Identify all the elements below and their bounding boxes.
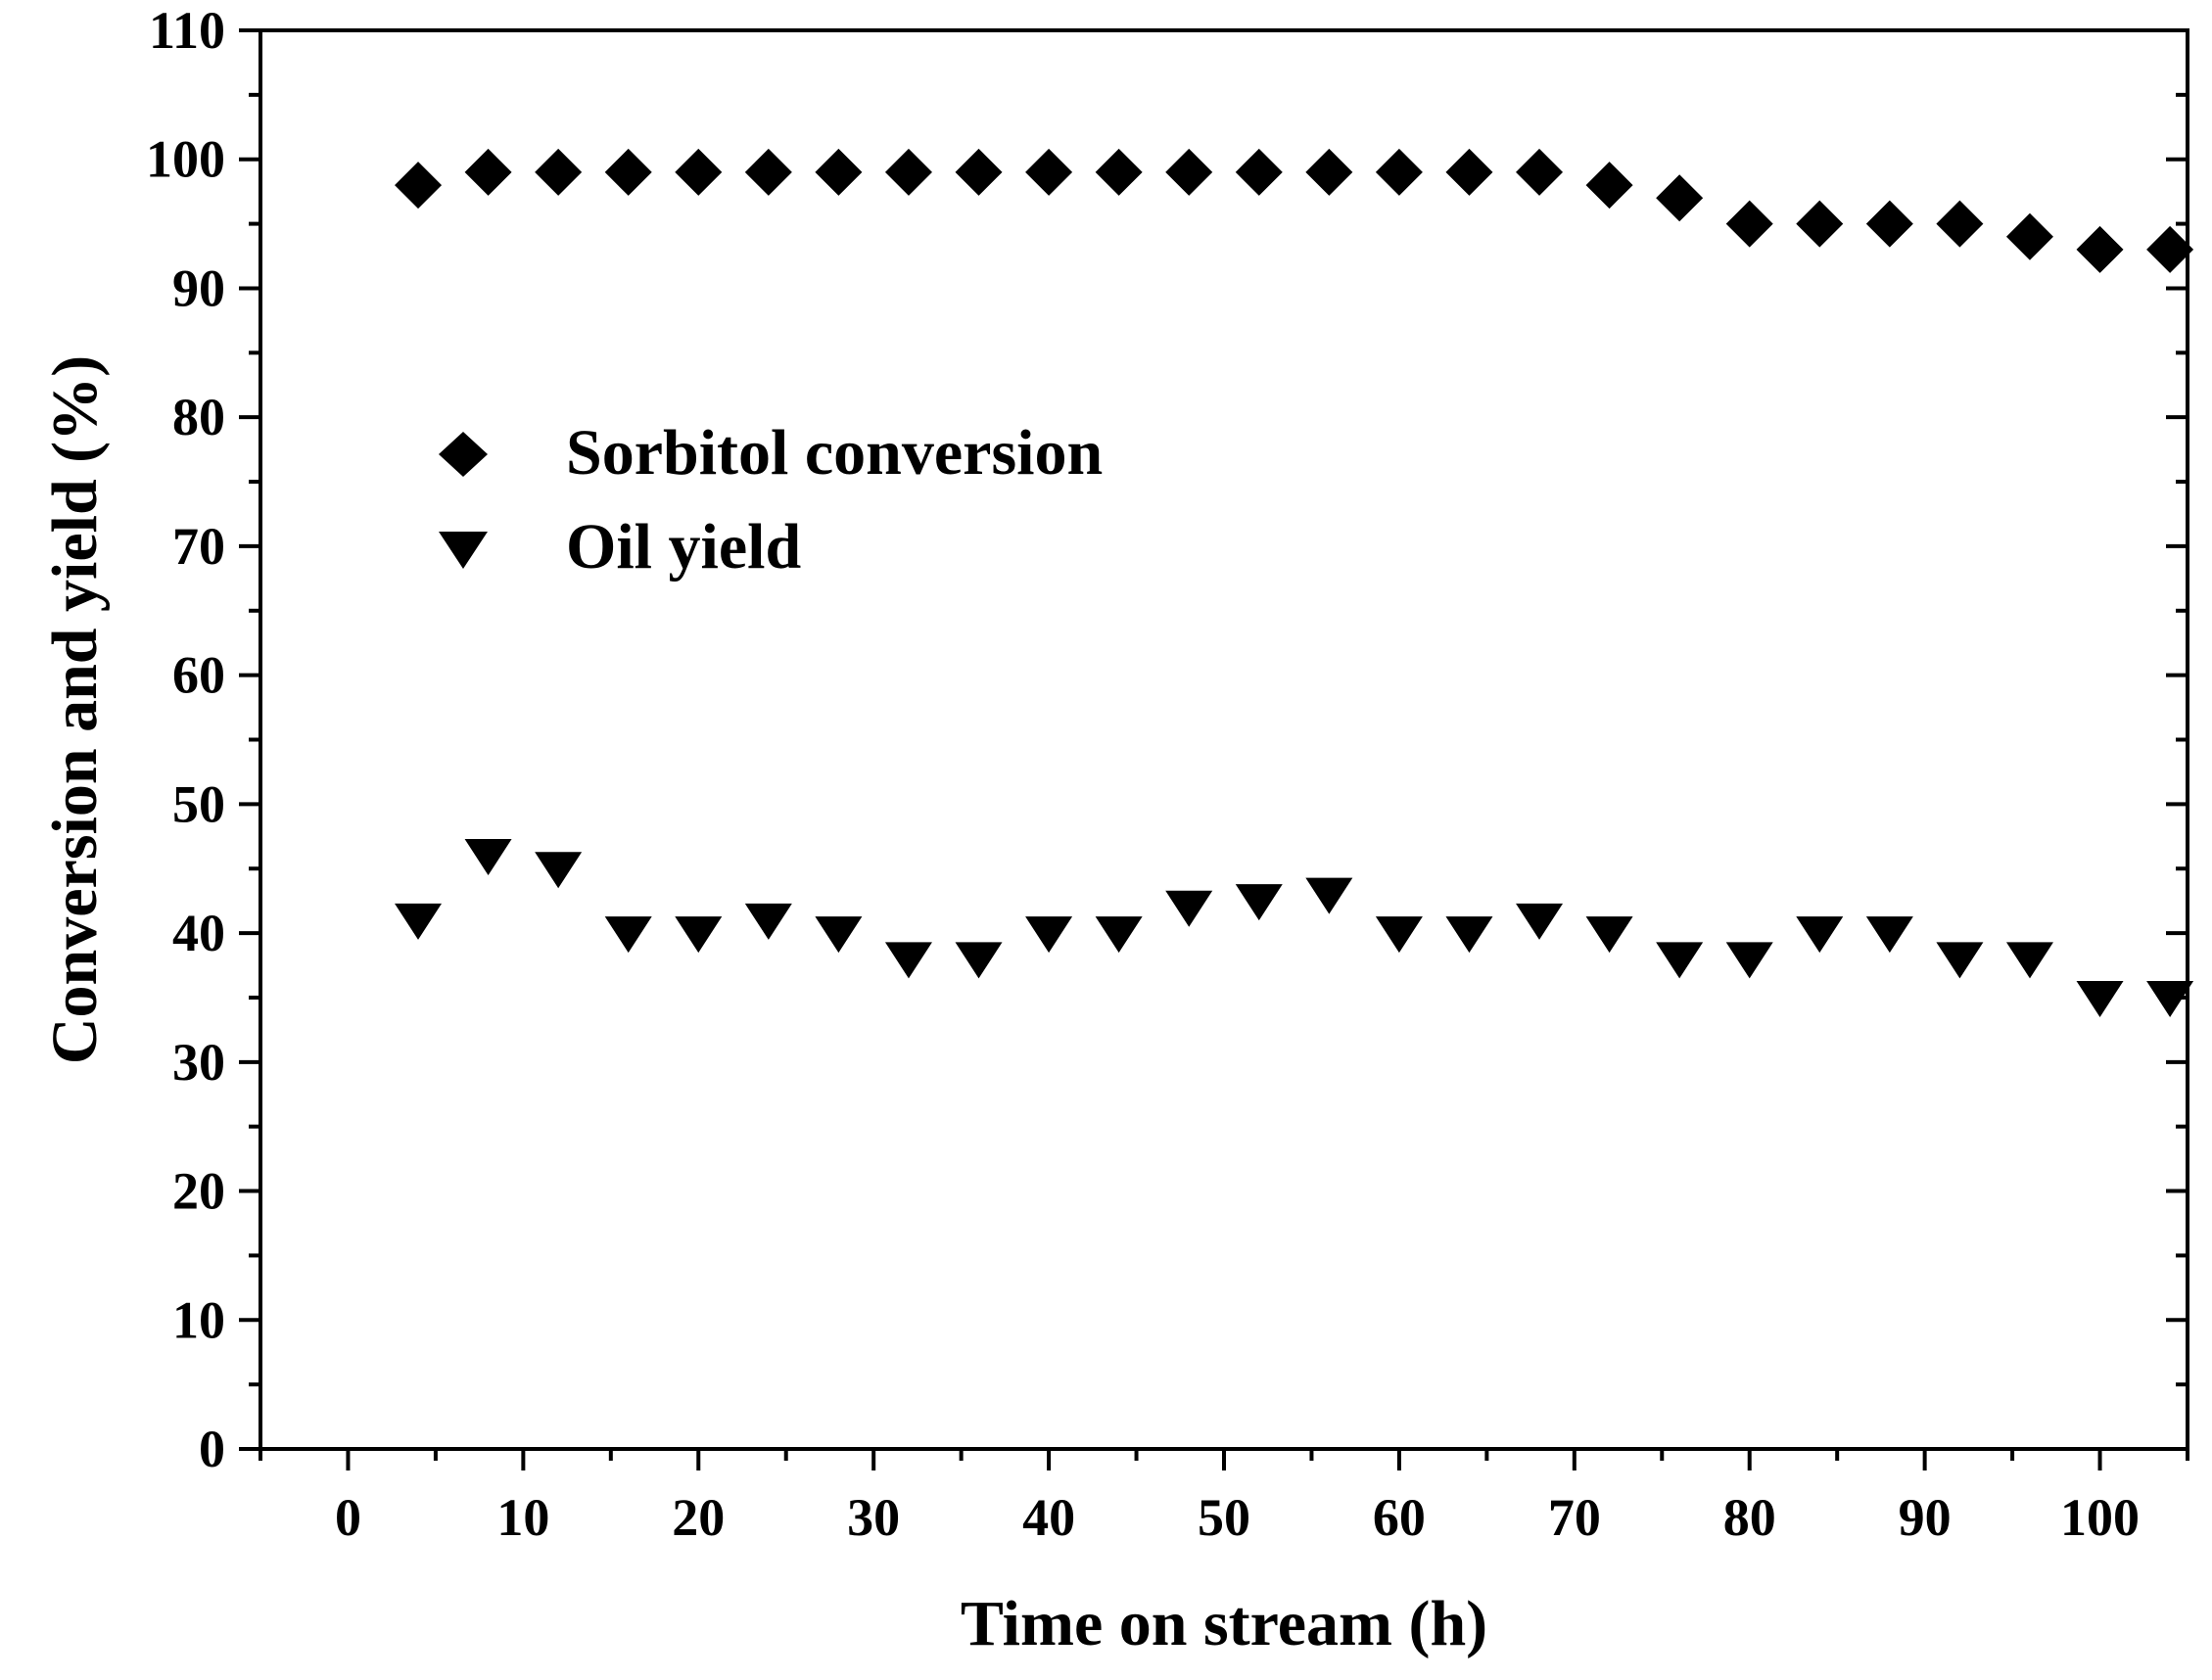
oil-yield-point (2076, 980, 2124, 1017)
oil-yield-point (2005, 942, 2053, 979)
legend-diamond-marker (439, 432, 488, 477)
y-tick-label: 50 (172, 774, 225, 833)
oil-yield-point (2146, 980, 2194, 1017)
sorbitol-conversion-point (535, 148, 583, 196)
sorbitol-conversion-point (1025, 148, 1073, 196)
y-axis-ticks: 0 10 20 30 40 50 60 70 80 90 100 110 (146, 1, 2188, 1478)
y-tick-label: 30 (172, 1033, 225, 1092)
sorbitol-conversion-point (675, 148, 723, 196)
sorbitol-conversion-point (1516, 148, 1564, 196)
oil-yield-point (1025, 916, 1073, 954)
x-tick-label: 20 (672, 1488, 725, 1547)
plot-frame (259, 28, 2189, 1451)
oil-yield-point (1936, 942, 1984, 979)
y-tick-label: 110 (149, 1, 225, 60)
legend-triangle-down-marker (439, 532, 488, 569)
sorbitol-conversion-point (395, 162, 443, 210)
oil-yield-point (1445, 916, 1493, 954)
oil-yield-point (1656, 942, 1704, 979)
y-tick-label: 20 (172, 1162, 225, 1221)
oil-yield-point (535, 852, 583, 889)
sorbitol-conversion-point (884, 148, 932, 196)
x-tick-label: 60 (1373, 1488, 1426, 1547)
oil-yield-point (1725, 942, 1773, 979)
sorbitol-conversion-point (1656, 174, 1704, 222)
x-tick-label: 40 (1022, 1488, 1075, 1547)
oil-yield-point (1585, 916, 1633, 954)
oil-yield-point (1796, 916, 1844, 954)
sorbitol-conversion-point (1865, 200, 1913, 248)
oil-yield-point (464, 839, 512, 876)
oil-yield-point (1516, 903, 1564, 940)
oil-yield-point (955, 942, 1003, 979)
sorbitol-conversion-point (604, 148, 652, 196)
sorbitol-conversion-point (1796, 200, 1844, 248)
oil-yield-point (815, 916, 863, 954)
y-tick-label: 10 (172, 1290, 225, 1349)
oil-yield-point (1865, 916, 1913, 954)
x-axis-title: Time on stream (h) (961, 1588, 1487, 1659)
sorbitol-conversion-point (2076, 225, 2124, 273)
sorbitol-conversion-point (1165, 148, 1213, 196)
sorbitol-conversion-point (1585, 162, 1633, 210)
oil-yield-point (395, 903, 443, 940)
oil-yield-point (884, 942, 932, 979)
sorbitol-conversion-point (955, 148, 1003, 196)
oil-yield-point (1235, 884, 1283, 921)
sorbitol-conversion-point (1375, 148, 1423, 196)
x-tick-label: 30 (847, 1488, 900, 1547)
oil-yield-point (604, 916, 652, 954)
y-tick-label: 40 (172, 904, 225, 962)
sorbitol-conversion-point (1445, 148, 1493, 196)
x-tick-label: 0 (335, 1488, 361, 1547)
oil-yield-point (1165, 890, 1213, 927)
y-tick-label: 90 (172, 258, 225, 317)
sorbitol-conversion-point (744, 148, 792, 196)
x-tick-label: 50 (1198, 1488, 1250, 1547)
x-tick-label: 80 (1723, 1488, 1776, 1547)
y-axis-title: Conversion and yield (%) (39, 355, 111, 1064)
sorbitol-conversion-point (1725, 200, 1773, 248)
sorbitol-conversion-point (815, 148, 863, 196)
x-tick-label: 10 (496, 1488, 549, 1547)
oil-yield-point (1375, 916, 1423, 954)
oil-yield-point (744, 903, 792, 940)
sorbitol-conversion-point (464, 148, 512, 196)
x-axis-ticks: 0 10 20 30 40 50 60 70 80 90 100 (259, 1449, 2189, 1547)
legend-label-sorbitol-conversion: Sorbitol conversion (566, 417, 1103, 489)
data-points (395, 148, 2194, 1017)
legend: Sorbitol conversion Oil yield (439, 417, 1103, 583)
oil-yield-point (1305, 877, 1353, 914)
x-tick-label: 90 (1899, 1488, 1952, 1547)
sorbitol-conversion-point (2146, 225, 2194, 273)
y-tick-label: 70 (172, 517, 225, 576)
x-tick-label: 70 (1548, 1488, 1601, 1547)
x-tick-label: 100 (2060, 1488, 2140, 1547)
y-tick-label: 100 (146, 130, 225, 189)
sorbitol-conversion-point (1235, 148, 1283, 196)
sorbitol-conversion-point (1936, 200, 1984, 248)
oil-yield-point (675, 916, 723, 954)
y-tick-label: 0 (199, 1420, 225, 1478)
y-tick-label: 80 (172, 388, 225, 446)
legend-label-oil-yield: Oil yield (566, 511, 801, 583)
sorbitol-conversion-point (1305, 148, 1353, 196)
y-tick-label: 60 (172, 646, 225, 705)
sorbitol-conversion-point (2005, 212, 2053, 260)
sorbitol-conversion-point (1095, 148, 1143, 196)
oil-yield-point (1095, 916, 1143, 954)
